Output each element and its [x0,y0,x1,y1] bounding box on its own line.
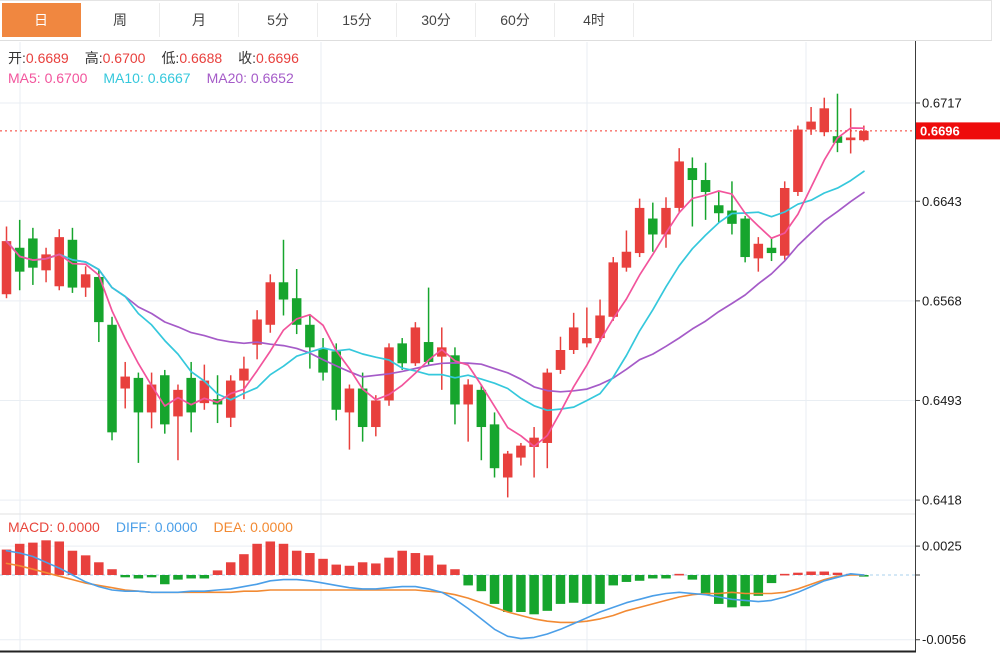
svg-text:0.6696: 0.6696 [920,123,960,138]
svg-text:0.0025: 0.0025 [922,539,962,554]
macd-histogram [1,540,869,615]
diff-line [5,549,865,640]
svg-text:-0.0056: -0.0056 [922,632,966,647]
tab-bar: 日周月 5分 15分 30分 60分 4时 [0,0,992,41]
candles-layer [1,93,869,498]
svg-text:0.6418: 0.6418 [922,493,962,508]
tab-min5[interactable]: 5分 [239,3,318,37]
grid-layer [0,42,915,651]
macd-panel [0,540,915,640]
last-price-tag: 0.6696 [916,122,1000,140]
macd-axis: 0.0025 -0.0056 [916,539,966,647]
tab-month[interactable]: 月 [160,3,239,37]
svg-text:0.6568: 0.6568 [922,293,962,308]
tab-min30[interactable]: 30分 [397,3,476,37]
ma20-line [5,191,865,393]
price-axis: 0.6717 0.6643 0.6568 0.6493 0.6418 [0,41,962,653]
tab-min60[interactable]: 60分 [476,3,555,37]
svg-text:0.6493: 0.6493 [922,393,962,408]
tab-min15[interactable]: 15分 [318,3,397,37]
dea-line [5,562,865,624]
tab-day[interactable]: 日 [2,3,81,37]
ma10-line [5,170,865,412]
tab-week[interactable]: 周 [81,3,160,37]
svg-text:0.6643: 0.6643 [922,194,962,209]
tab-hour4[interactable]: 4时 [555,3,634,37]
svg-text:0.6717: 0.6717 [922,96,962,111]
ma5-line [5,127,865,448]
